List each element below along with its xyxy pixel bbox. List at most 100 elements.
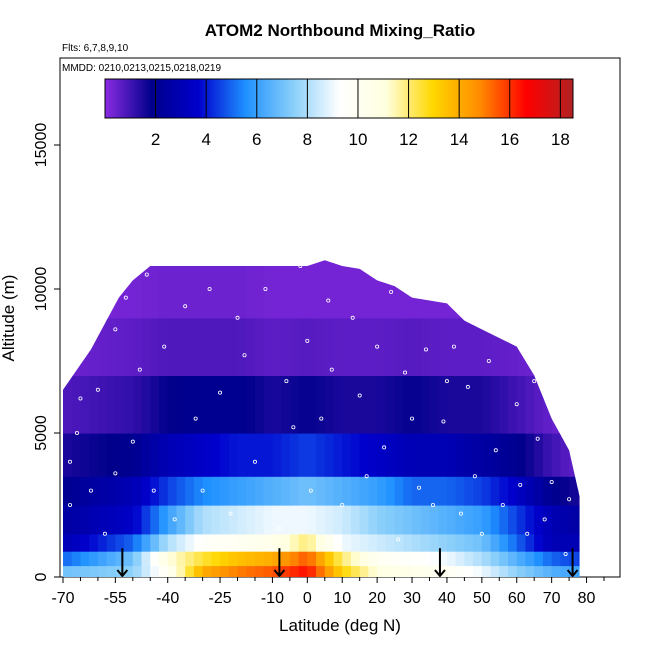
heatmap-cell [298,551,308,567]
heatmap-cell [263,505,274,535]
heatmap-cell [80,317,90,376]
heatmap-cell [176,533,186,552]
heatmap-cell [202,375,212,434]
sample-point [563,551,568,556]
heatmap-cell [577,565,580,577]
heatmap-cell [246,260,256,319]
heatmap-cell [106,433,116,477]
heatmap-cell [324,505,335,535]
heatmap-cell [115,565,125,577]
x-tick-label: 60 [508,590,526,607]
heatmap-cell [385,533,396,552]
sample-point [364,474,369,479]
heatmap-cell [158,260,169,319]
heatmap-cell [263,533,274,552]
sample-point [451,344,456,349]
heatmap-cell [115,375,125,434]
heatmap-cell [534,317,544,376]
sample-point [78,396,83,401]
heatmap-cell [385,433,396,477]
x-tick-label: -55 [104,590,127,607]
heatmap-cell [542,375,553,434]
heatmap-cell [420,533,431,552]
heatmap-cell [324,317,335,376]
heatmap-cell [446,551,457,567]
heatmap-cell [211,476,221,506]
heatmap-cell [342,433,352,477]
heatmap-cell [394,433,404,477]
sample-point [263,286,268,291]
heatmap-cell [446,375,457,434]
heatmap-cell [368,505,378,535]
heatmap-cell [350,260,361,319]
heatmap-cell [158,565,169,577]
heatmap-cell [342,533,352,552]
heatmap-cell [420,565,431,577]
sample-point [200,488,205,493]
heatmap-cell [63,476,73,506]
heatmap-cell [124,565,134,577]
heatmap-cell [124,533,134,552]
sample-point [329,367,334,372]
heatmap-cell [71,551,82,567]
heatmap-cell [490,375,500,434]
heatmap-cell [289,317,300,376]
heatmap-cell [237,551,247,567]
sample-point [514,402,519,407]
heatmap-cell [455,317,465,376]
heatmap-cell [254,533,265,552]
heatmap-cell [490,476,500,506]
heatmap-cell [89,476,99,506]
heatmap-cell [342,551,352,567]
heatmap-cell [202,505,212,535]
heatmap-cell [115,551,125,567]
heatmap-cell [298,433,308,477]
heatmap-cell [429,533,439,552]
heatmap-cell [499,433,509,477]
heatmap-cell [220,533,230,552]
sample-point [500,502,505,507]
heatmap-cell [342,505,352,535]
heatmap-cell [272,317,282,376]
heatmap-cell [333,565,343,577]
heatmap-cell [115,505,125,535]
heatmap-cell [272,433,282,477]
heatmap-cell [281,476,291,506]
heatmap-cell [176,260,186,319]
heatmap-cell [263,317,274,376]
heatmap-cell [158,505,169,535]
heatmap-cell [551,533,561,552]
heatmap-cell [569,505,579,535]
heatmap-cell [220,565,230,577]
heatmap-cell [185,433,195,477]
flight-arrow-head [116,569,129,578]
heatmap-cell [481,317,492,376]
heatmap-cell [569,476,579,506]
heatmap-cell [438,505,448,535]
heatmap-cell [359,533,370,552]
heatmap-cell [577,317,580,376]
sample-point [172,517,177,522]
heatmap-cell [525,433,535,477]
heatmap-cell [455,433,465,477]
heatmap-cell [63,375,73,434]
heatmap-cell [167,505,178,535]
heatmap-cell [551,505,561,535]
heatmap-cell [333,433,343,477]
sample-point [340,502,345,507]
heatmap-cell [246,375,256,434]
heatmap-cell [429,565,439,577]
heatmap-cell [499,476,509,506]
heatmap-cell [569,317,579,376]
heatmap-cell [167,551,178,567]
heatmap-cell [359,375,370,434]
heatmap-cell [438,551,448,567]
heatmap-cell [368,317,378,376]
heatmap-cell [525,533,535,552]
heatmap-cell [412,565,422,577]
heatmap-cell [63,433,73,477]
sample-point [67,459,72,464]
sample-point [375,344,380,349]
heatmap-cell [220,476,230,506]
heatmap-cell [289,565,300,577]
